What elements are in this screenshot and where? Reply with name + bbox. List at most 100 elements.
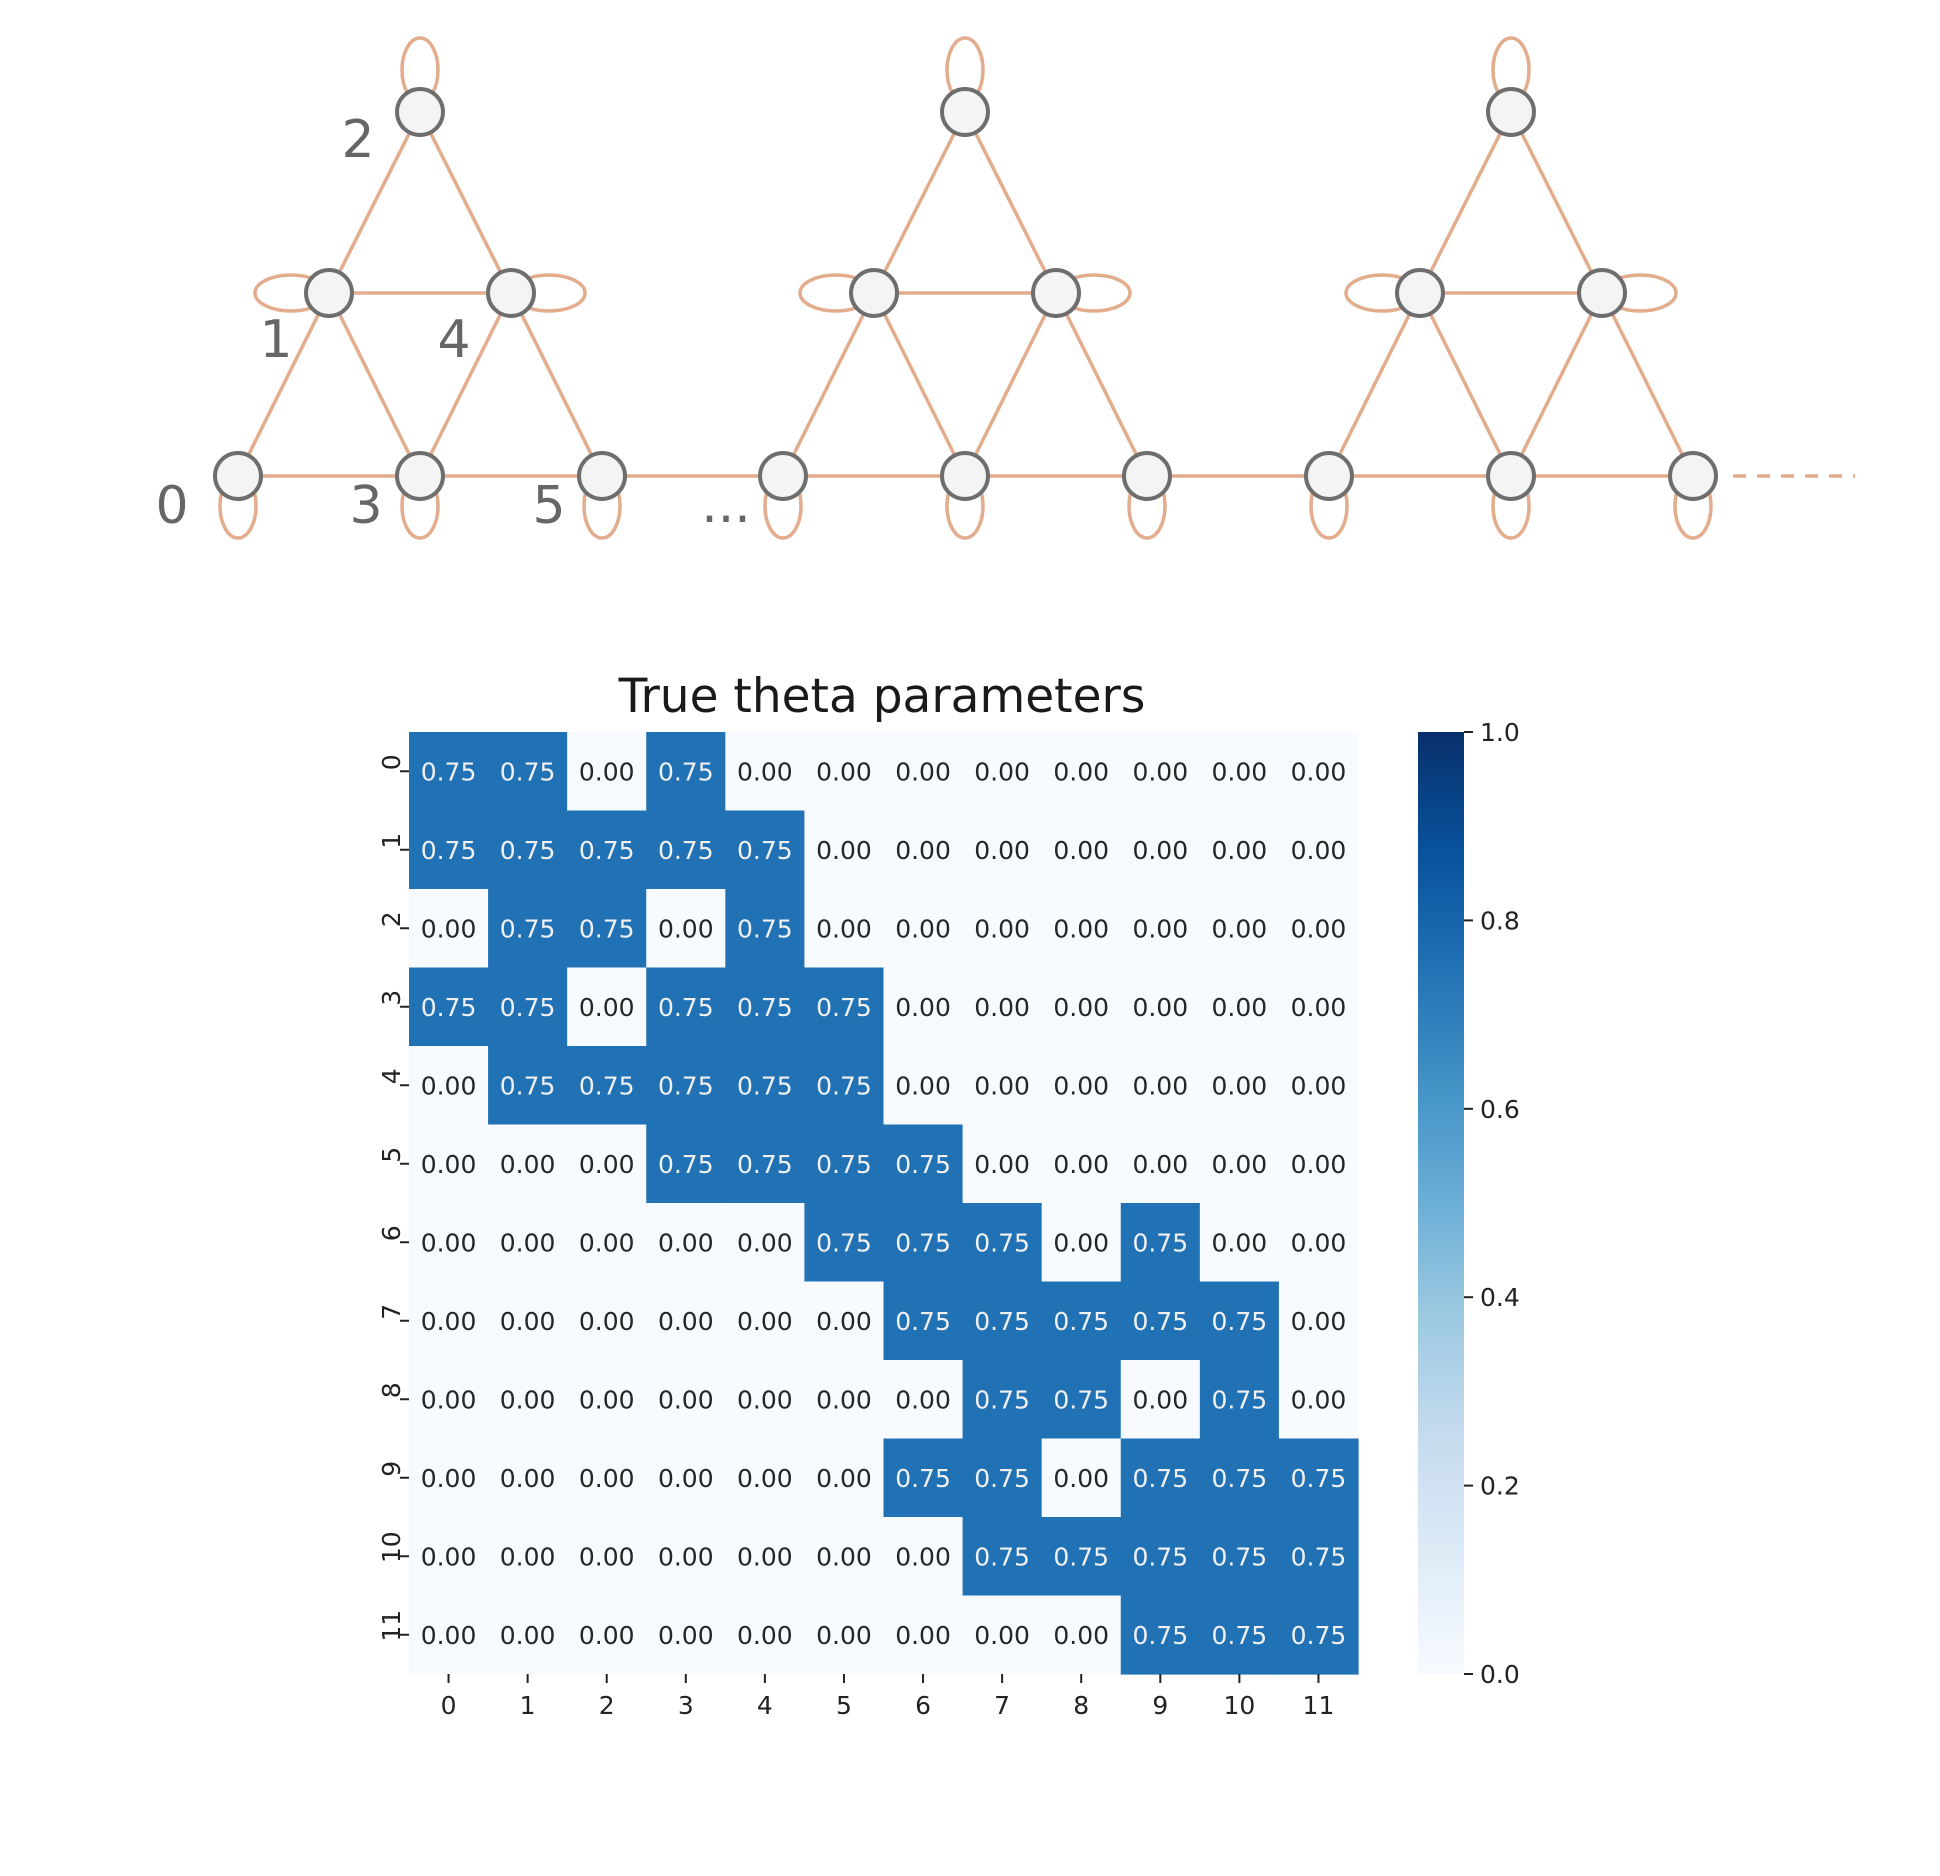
heatmap-cell [1041, 967, 1122, 1047]
node-label-1: 1 [259, 310, 292, 370]
heatmap-cell-label: 0.00 [1291, 757, 1347, 786]
heatmap-cell [646, 1281, 726, 1361]
heatmap-cell [725, 1281, 806, 1361]
heatmap-cell-label: 0.75 [1291, 1542, 1347, 1571]
heatmap-cell-label: 0.75 [1132, 1228, 1188, 1257]
y-tick-label: 4 [377, 1068, 406, 1084]
heatmap-cell [1120, 1595, 1201, 1675]
heatmap-cell-label: 0.75 [895, 1307, 951, 1336]
heatmap-cell-label: 0.75 [1132, 1307, 1188, 1336]
heatmap-cell-label: 0.00 [816, 1621, 872, 1650]
heatmap-cell [646, 1203, 726, 1283]
heatmap-cell-label: 0.00 [658, 1385, 714, 1414]
graph-edge [872, 292, 967, 477]
heatmap-cell [725, 732, 806, 812]
heatmap-cell-label: 0.00 [658, 1464, 714, 1493]
heatmap-cell-label: 0.75 [737, 1071, 793, 1100]
heatmap-cell [962, 1595, 1043, 1675]
heatmap-cell [962, 889, 1043, 969]
heatmap-cell [646, 1046, 726, 1126]
heatmap-cell-label: 0.75 [974, 1542, 1030, 1571]
chart-title: True theta parameters [618, 669, 1146, 724]
x-axis-ticks: 0 1 2 3 4 5 6 7 8 9 10 11 [441, 1674, 1334, 1720]
heatmap-cell-label: 0.75 [658, 1071, 714, 1100]
colorbar-gradient [1418, 732, 1464, 1674]
colorbar-tick-label: 0.4 [1480, 1283, 1520, 1312]
heatmap-cell-label: 0.00 [500, 1542, 556, 1571]
graph-nodes [213, 87, 1718, 501]
heatmap-cell [488, 1438, 568, 1518]
heatmap-cell [567, 967, 647, 1047]
heatmap-cell-label: 0.00 [737, 1621, 793, 1650]
graph-edge [781, 292, 876, 477]
graph-node [1395, 268, 1445, 318]
heatmap-cell [1199, 1124, 1280, 1204]
heatmap-cell-label: 0.00 [737, 757, 793, 786]
heatmap-cell [804, 1046, 885, 1126]
heatmap-cell [883, 732, 964, 812]
heatmap-cell-label: 0.75 [1212, 1542, 1268, 1571]
heatmap-cell [409, 889, 489, 969]
graph-node [758, 451, 808, 501]
heatmap-cell-label: 0.75 [500, 757, 556, 786]
y-tick-label: 9 [377, 1461, 406, 1477]
heatmap-cell-label: 0.00 [816, 914, 872, 943]
heatmap-cell-label: 0.75 [737, 1150, 793, 1179]
node-label-0: 0 [155, 476, 188, 536]
heatmap-cell-label: 0.75 [737, 993, 793, 1022]
graph-node [577, 451, 627, 501]
heatmap-cell [725, 1046, 806, 1126]
x-tick-label: 1 [520, 1691, 536, 1720]
heatmap-cell [883, 1203, 964, 1283]
heatmap-cell-label: 0.00 [895, 836, 951, 865]
y-tick-label: 2 [377, 911, 406, 927]
heatmap-cells [409, 732, 1359, 1675]
heatmap-cell-label: 0.00 [658, 1621, 714, 1650]
heatmap-cell [1278, 889, 1359, 969]
heatmap-cell [409, 1124, 489, 1204]
heatmap-cell-label: 0.00 [1212, 757, 1268, 786]
graph-edge [418, 111, 513, 294]
heatmap-cell [1120, 1203, 1201, 1283]
heatmap-cell-label: 0.75 [1053, 1385, 1109, 1414]
heatmap-cell [1041, 1517, 1122, 1597]
heatmap-cell [883, 889, 964, 969]
graph-node [213, 451, 263, 501]
heatmap-cell-label: 0.00 [500, 1150, 556, 1179]
heatmap-cell-label: 0.00 [1212, 914, 1268, 943]
heatmap-cell-label: 0.00 [1053, 993, 1109, 1022]
node-label-2: 2 [341, 110, 374, 170]
heatmap-cell [1199, 1595, 1280, 1675]
heatmap-cell [1041, 1595, 1122, 1675]
y-tick-label: 11 [377, 1610, 406, 1642]
heatmap-cell-label: 0.00 [974, 1621, 1030, 1650]
heatmap-cell-label: 0.00 [1212, 1150, 1268, 1179]
heatmap-cell [1041, 810, 1122, 890]
heatmap-cell [962, 1360, 1043, 1440]
heatmap-cell [962, 967, 1043, 1047]
heatmap-cell [646, 732, 726, 812]
heatmap-cell [883, 1281, 964, 1361]
heatmap-cell [804, 1595, 885, 1675]
heatmap-cell [488, 1203, 568, 1283]
y-tick-label: 3 [377, 990, 406, 1006]
heatmap-cell-label: 0.00 [500, 1307, 556, 1336]
heatmap-cell [488, 889, 568, 969]
heatmap-cell-label: 0.75 [500, 914, 556, 943]
graph-node [1031, 268, 1081, 318]
heatmap-cell-label: 0.75 [1053, 1307, 1109, 1336]
heatmap-cell [646, 1595, 726, 1675]
heatmap-cell-label: 0.00 [1291, 914, 1347, 943]
heatmap-cell [1120, 1360, 1201, 1440]
heatmap-cell-label: 0.75 [1212, 1307, 1268, 1336]
heatmap-cell [1278, 1281, 1359, 1361]
graph-node [1668, 451, 1718, 501]
heatmap-cell [1278, 810, 1359, 890]
heatmap-cell [962, 1281, 1043, 1361]
heatmap-cell-label: 0.00 [421, 1071, 477, 1100]
heatmap-cell [488, 1281, 568, 1361]
node-label-5: 5 [532, 476, 565, 536]
graph-node [1486, 87, 1536, 137]
graph-node [1577, 268, 1627, 318]
heatmap-cell-label: 0.00 [1053, 1621, 1109, 1650]
